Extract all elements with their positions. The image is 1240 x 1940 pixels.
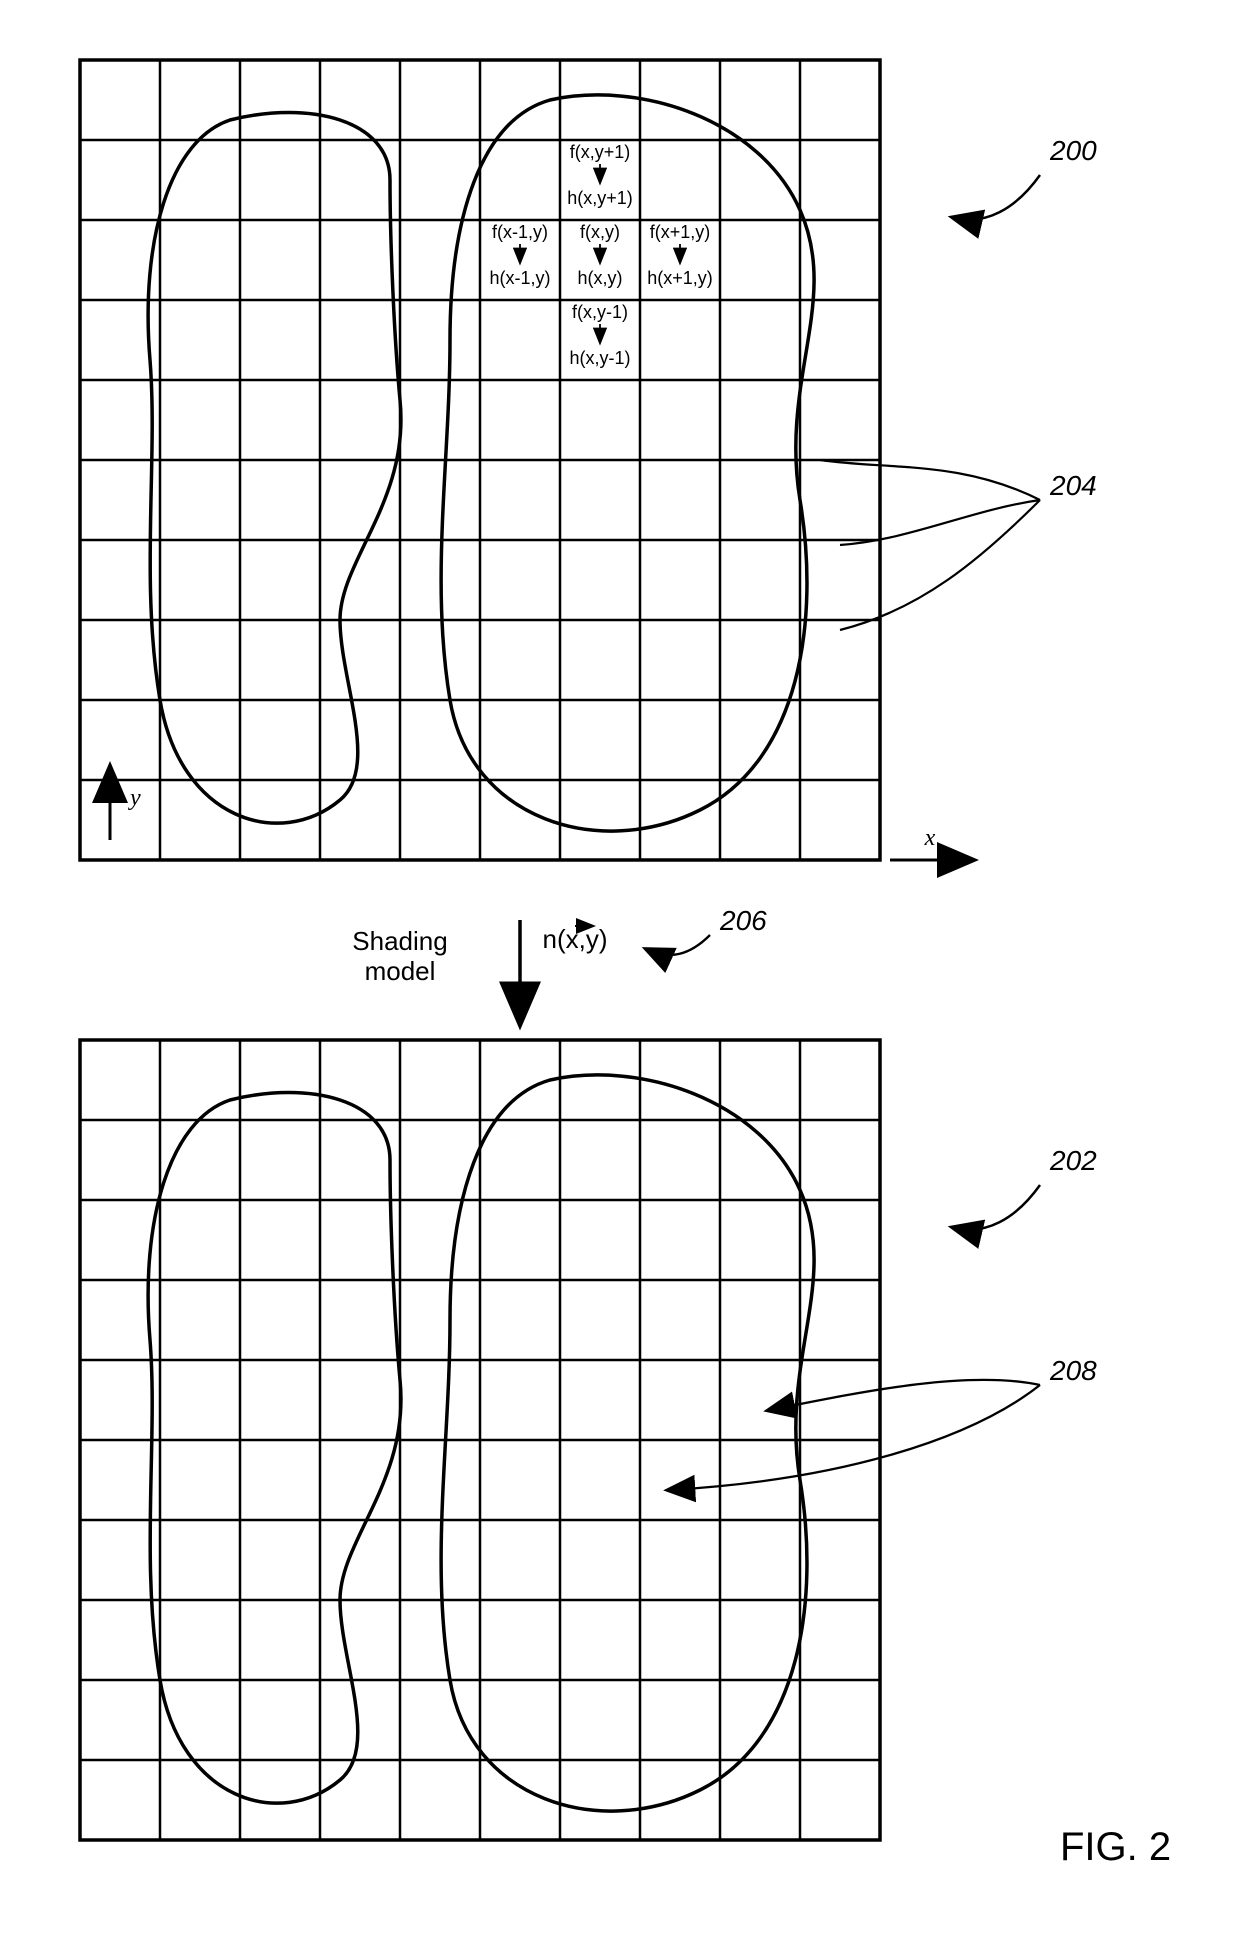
svg-text:n(x,y): n(x,y): [543, 924, 608, 954]
ref-204: 204: [1049, 470, 1097, 501]
svg-text:x: x: [924, 825, 936, 851]
ref-206-arrow: [648, 935, 710, 955]
svg-text:f(x-1,y): f(x-1,y): [492, 222, 548, 242]
svg-text:h(x,y-1): h(x,y-1): [569, 348, 630, 368]
shading-label: Shading: [352, 926, 447, 956]
figure-label: FIG. 2: [1060, 1825, 1171, 1869]
svg-text:f(x,y): f(x,y): [580, 222, 620, 242]
ref-200: 200: [1049, 135, 1097, 166]
svg-text:f(x+1,y): f(x+1,y): [650, 222, 711, 242]
ref-200-arrow: [955, 175, 1040, 220]
svg-text:y: y: [128, 785, 141, 811]
svg-text:h(x,y+1): h(x,y+1): [567, 188, 633, 208]
figure-page: f(x,y+1) h(x,y+1) f(x-1,y) h(x-1,y) f(x,y) h(…: [40, 40, 1200, 1900]
top-grid: [80, 60, 880, 860]
svg-text:f(x,y-1): f(x,y-1): [572, 302, 628, 322]
bottom-grid: [80, 1040, 880, 1840]
svg-text:h(x+1,y): h(x+1,y): [647, 268, 713, 288]
figure-svg: f(x,y+1) h(x,y+1) f(x-1,y) h(x-1,y) f(x,y) h(…: [40, 40, 1200, 1900]
svg-text:f(x,y+1): f(x,y+1): [570, 142, 631, 162]
svg-text:h(x,y): h(x,y): [578, 268, 623, 288]
svg-text:h(x-1,y): h(x-1,y): [489, 268, 550, 288]
normal-label: n(x,y): [543, 924, 608, 954]
ref-202: 202: [1049, 1145, 1097, 1176]
ref-208: 208: [1049, 1355, 1097, 1386]
ref-206: 206: [719, 905, 767, 936]
ref-202-arrow: [955, 1185, 1040, 1230]
svg-text:model: model: [365, 956, 436, 986]
